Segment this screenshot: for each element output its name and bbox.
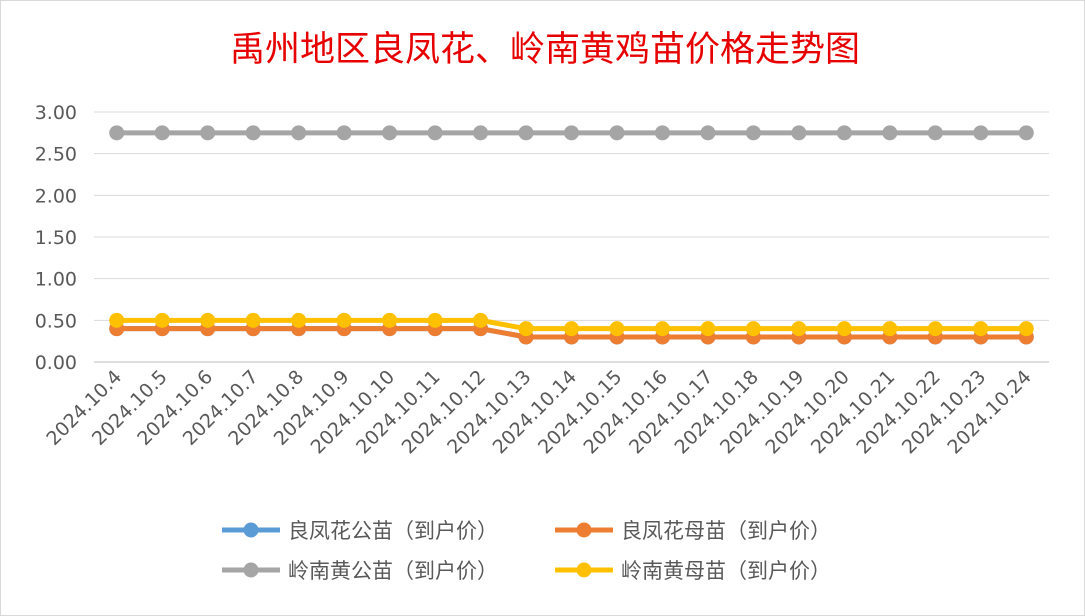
legend-label: 良凤花母苗（到户价） <box>621 519 831 543</box>
series <box>109 125 1034 345</box>
legend-item: 岭南黄母苗（到户价） <box>555 559 831 583</box>
x-axis: 2024.10.42024.10.52024.10.62024.10.72024… <box>42 366 1035 458</box>
data-point <box>609 321 625 337</box>
legend-item: 岭南黄公苗（到户价） <box>222 559 498 583</box>
y-tick-label: 1.00 <box>35 269 77 291</box>
data-point <box>973 125 989 141</box>
y-tick-label: 1.50 <box>35 227 77 249</box>
data-point <box>154 125 170 141</box>
series-3 <box>109 312 1034 337</box>
y-tick-label: 2.00 <box>35 185 77 207</box>
data-point <box>882 321 898 337</box>
data-point <box>882 125 898 141</box>
data-point <box>154 312 170 328</box>
data-point <box>427 312 443 328</box>
y-axis: 0.00 0.50 1.00 1.50 2.00 2.50 3.00 <box>35 102 77 374</box>
data-point <box>1018 125 1034 141</box>
data-point <box>791 321 807 337</box>
legend-marker <box>576 522 592 538</box>
data-point <box>609 125 625 141</box>
data-point <box>109 125 125 141</box>
legend-marker <box>243 562 259 578</box>
data-point <box>564 125 579 141</box>
y-tick-label: 0.00 <box>35 352 77 374</box>
data-point <box>109 312 125 328</box>
y-tick-label: 3.00 <box>35 102 77 124</box>
data-point <box>1018 321 1034 337</box>
y-tick-label: 2.50 <box>35 144 77 166</box>
data-point <box>473 125 489 141</box>
data-point <box>245 312 261 328</box>
data-point <box>700 125 716 141</box>
data-point <box>564 321 579 337</box>
data-point <box>927 125 943 141</box>
data-point <box>745 321 761 337</box>
chart-title: 禹州地区良凤花、岭南黄鸡苗价格走势图 <box>230 30 860 70</box>
legend-marker <box>243 522 259 538</box>
data-point <box>200 312 216 328</box>
data-point <box>382 125 398 141</box>
legend: 良凤花公苗（到户价） 良凤花母苗（到户价） 岭南黄公苗（到户价） 岭南黄母苗（到户价） <box>222 519 831 583</box>
data-point <box>200 125 216 141</box>
legend-label: 良凤花公苗（到户价） <box>288 519 498 543</box>
y-tick-label: 0.50 <box>35 310 77 332</box>
data-point <box>745 125 761 141</box>
data-point <box>518 321 534 337</box>
data-point <box>518 125 534 141</box>
data-point <box>700 321 716 337</box>
data-point <box>654 321 670 337</box>
data-point <box>973 321 989 337</box>
data-point <box>336 125 352 141</box>
data-point <box>791 125 807 141</box>
data-point <box>291 312 307 328</box>
data-point <box>927 321 943 337</box>
legend-item: 良凤花公苗（到户价） <box>222 519 498 543</box>
data-point <box>427 125 443 141</box>
legend-marker <box>576 562 592 578</box>
data-point <box>291 125 307 141</box>
series-2 <box>109 125 1034 141</box>
data-point <box>654 125 670 141</box>
data-point <box>336 312 352 328</box>
legend-item: 良凤花母苗（到户价） <box>555 519 831 543</box>
data-point <box>836 125 852 141</box>
data-point <box>245 125 261 141</box>
legend-label: 岭南黄母苗（到户价） <box>621 559 831 583</box>
data-point <box>836 321 852 337</box>
data-point <box>473 312 489 328</box>
legend-label: 岭南黄公苗（到户价） <box>288 559 498 583</box>
data-point <box>382 312 398 328</box>
